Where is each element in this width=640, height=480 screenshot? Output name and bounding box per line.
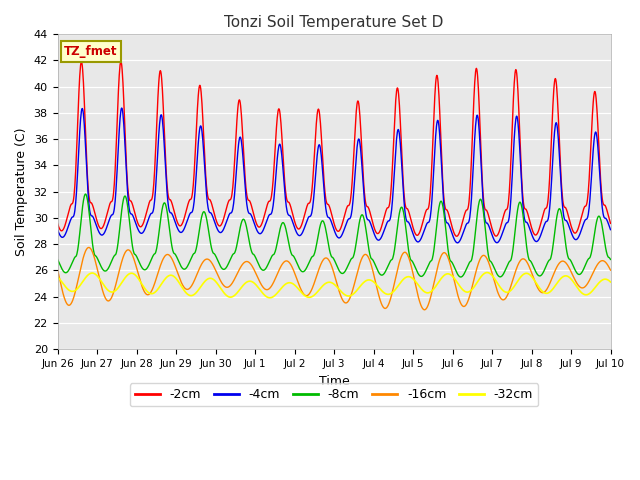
-4cm	[592, 129, 600, 135]
-4cm	[118, 105, 125, 111]
-2cm	[452, 233, 460, 239]
-32cm	[483, 270, 491, 276]
Line: -8cm: -8cm	[58, 194, 611, 277]
-16cm	[138, 283, 146, 289]
-2cm	[520, 202, 527, 207]
-8cm	[82, 191, 90, 197]
Y-axis label: Soil Temperature (C): Soil Temperature (C)	[15, 127, 28, 256]
-32cm	[607, 279, 614, 285]
-2cm	[138, 223, 146, 229]
-8cm	[592, 223, 600, 229]
-4cm	[580, 218, 588, 224]
-16cm	[54, 267, 61, 273]
-2cm	[592, 92, 600, 97]
-2cm	[580, 204, 588, 210]
X-axis label: Time: Time	[319, 374, 349, 388]
-32cm	[592, 284, 600, 289]
-16cm	[520, 256, 527, 262]
Line: -16cm: -16cm	[58, 248, 611, 310]
-32cm	[138, 280, 145, 286]
-4cm	[454, 240, 461, 246]
-16cm	[495, 291, 502, 297]
Line: -2cm: -2cm	[58, 61, 611, 236]
-2cm	[117, 59, 125, 64]
-2cm	[429, 120, 437, 126]
-8cm	[138, 264, 146, 270]
-16cm	[580, 284, 588, 290]
-32cm	[580, 292, 588, 298]
-32cm	[520, 271, 527, 277]
-8cm	[457, 274, 465, 280]
-8cm	[520, 217, 527, 223]
-8cm	[580, 264, 588, 270]
-4cm	[429, 169, 437, 175]
Text: TZ_fmet: TZ_fmet	[64, 45, 118, 58]
-16cm	[592, 264, 600, 270]
-8cm	[429, 250, 437, 255]
-2cm	[495, 230, 502, 236]
-8cm	[54, 256, 61, 262]
-16cm	[607, 267, 614, 273]
-2cm	[607, 220, 614, 226]
-4cm	[495, 239, 502, 244]
-32cm	[266, 295, 274, 300]
-16cm	[85, 245, 93, 251]
-32cm	[495, 282, 502, 288]
-16cm	[420, 307, 428, 312]
-4cm	[138, 230, 146, 236]
Title: Tonzi Soil Temperature Set D: Tonzi Soil Temperature Set D	[225, 15, 444, 30]
-4cm	[607, 227, 614, 232]
-8cm	[607, 256, 614, 262]
-4cm	[520, 210, 527, 216]
-16cm	[430, 280, 438, 286]
Line: -4cm: -4cm	[58, 108, 611, 243]
Line: -32cm: -32cm	[58, 273, 611, 298]
-32cm	[54, 274, 61, 280]
Legend: -2cm, -4cm, -8cm, -16cm, -32cm: -2cm, -4cm, -8cm, -16cm, -32cm	[130, 383, 538, 406]
-4cm	[54, 227, 61, 232]
-2cm	[54, 220, 61, 226]
-8cm	[495, 273, 502, 279]
-32cm	[429, 286, 437, 292]
